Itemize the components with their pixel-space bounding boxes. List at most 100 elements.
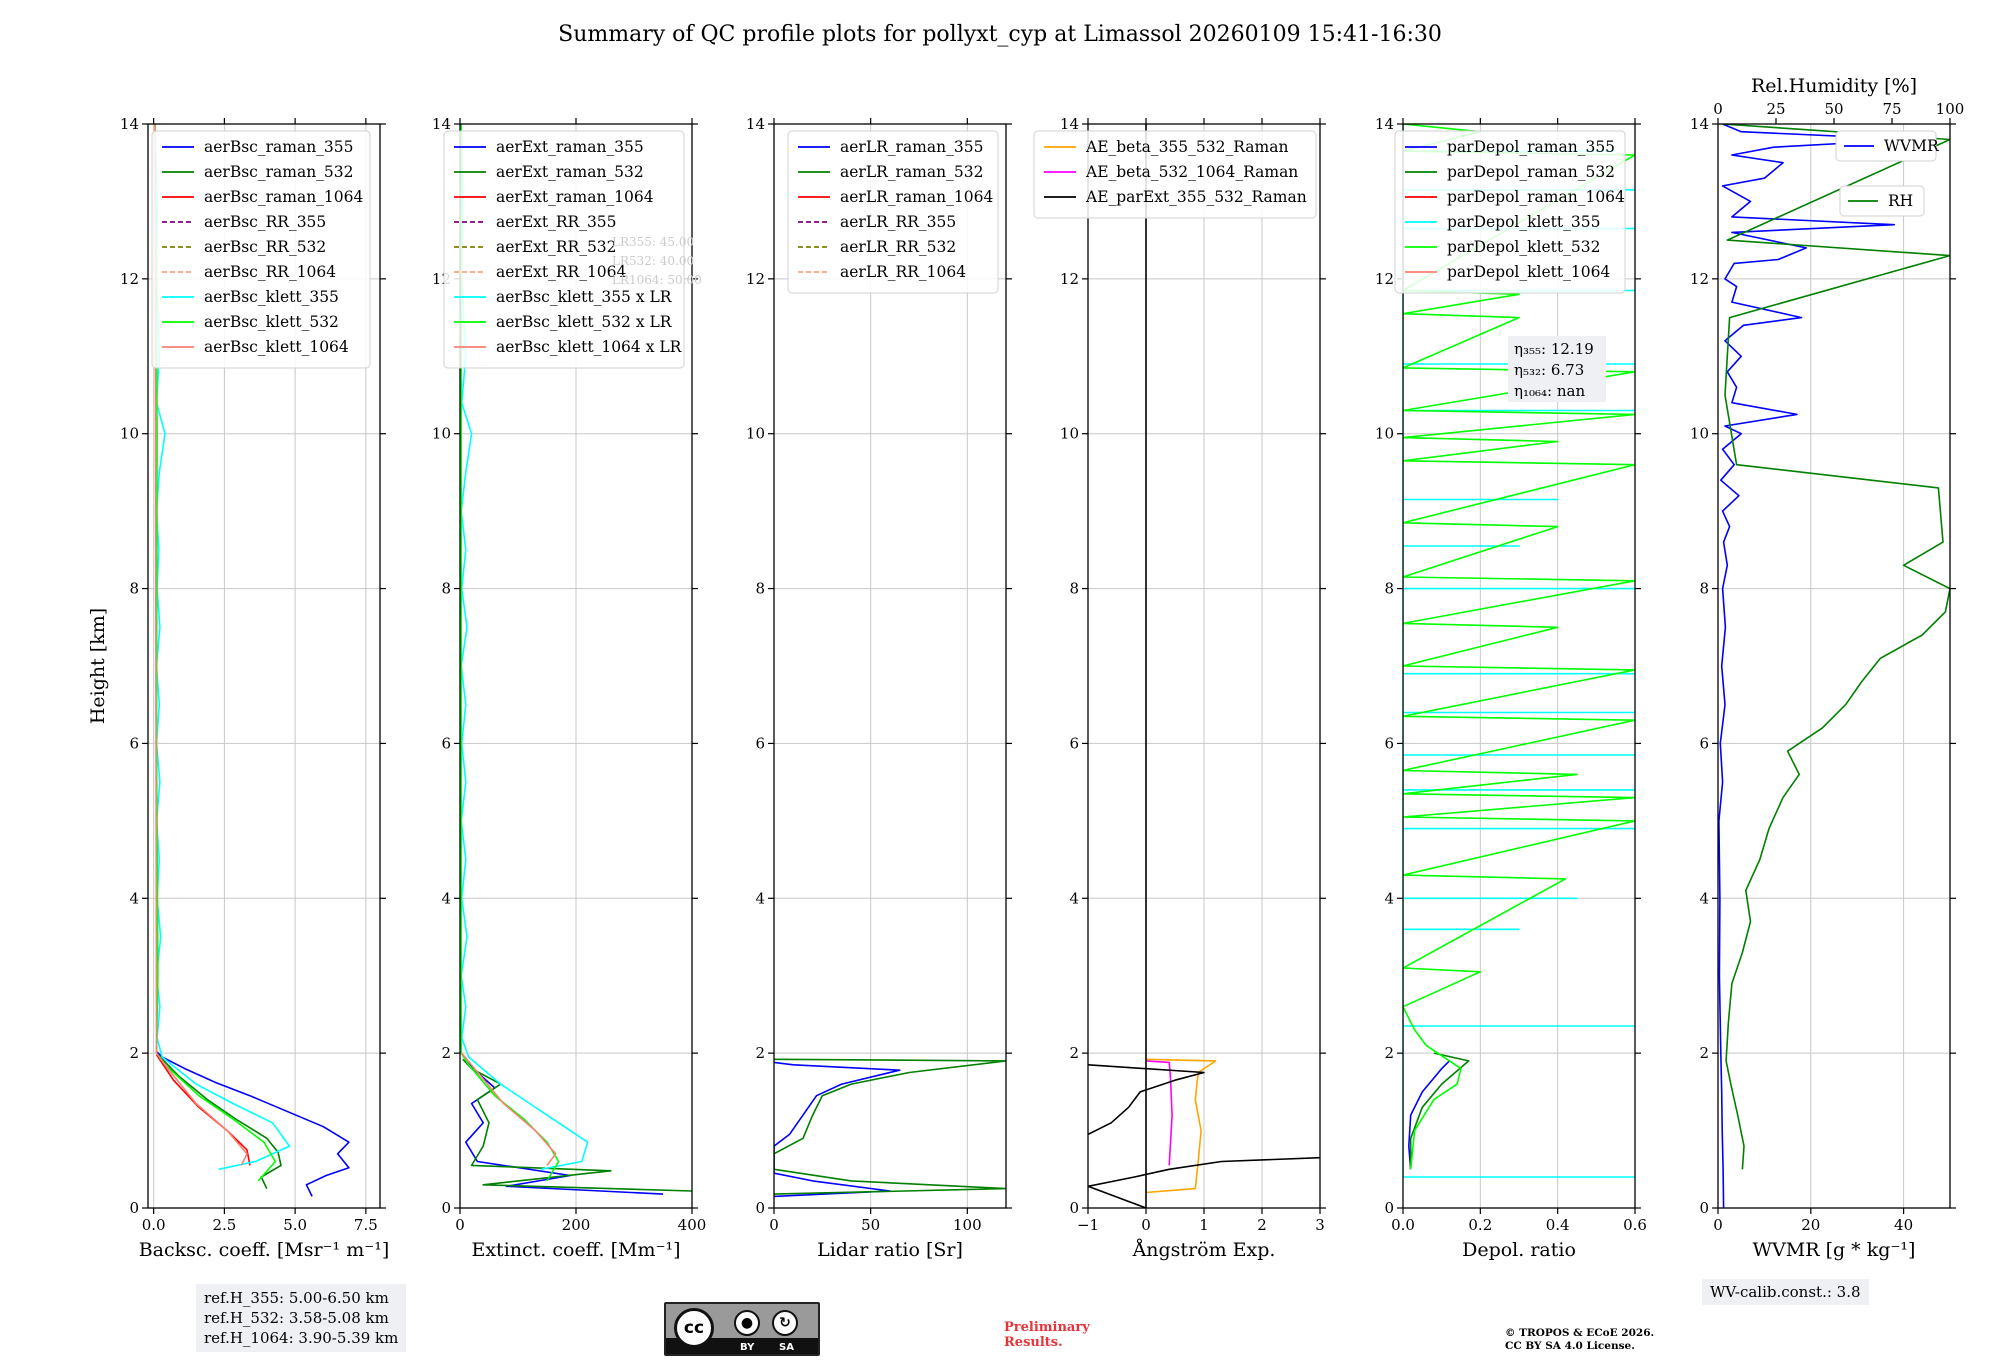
legend-label: aerBsc_RR_532 <box>204 238 326 256</box>
x-tick-label: 0 <box>1141 1216 1151 1234</box>
figure-title: Summary of QC profile plots for pollyxt_… <box>558 22 1442 47</box>
legend-box <box>151 130 371 369</box>
series-line-aerBsc_raman_355 <box>155 1051 350 1197</box>
y-tick-label: 14 <box>432 115 451 133</box>
series-line-aerLR_raman_355 <box>774 1061 901 1198</box>
x-tick-label: 0.4 <box>1546 1216 1570 1234</box>
legend-label: aerBsc_RR_1064 <box>204 263 336 281</box>
legend-label: aerExt_raman_532 <box>496 163 644 181</box>
y-tick-label: 6 <box>1699 734 1709 752</box>
y-tick-label: 6 <box>1069 734 1079 752</box>
x-tick-label: 0.6 <box>1623 1216 1647 1234</box>
series-line-aerBsc_klett_355 x LR <box>460 124 589 1171</box>
legend-label: AE_beta_355_532_Raman <box>1085 138 1288 156</box>
legend: AE_beta_355_532_Raman AE_beta_532_1064_Ra… <box>1033 130 1317 219</box>
legend-label: aerBsc_klett_355 x LR <box>496 288 673 306</box>
x-tick-label: 0.0 <box>142 1216 166 1234</box>
y-tick-label: 8 <box>1069 580 1079 598</box>
x-axis-label: Extinct. coeff. [Mm⁻¹] <box>471 1239 680 1261</box>
y-tick-label: 2 <box>755 1044 765 1062</box>
wv-calibration-box: WV-calib.const.: 3.8 <box>1702 1279 1869 1305</box>
series-line-aerExt_raman_532 <box>462 1058 692 1192</box>
series-line-AE_beta_355_532_Raman <box>1145 1058 1217 1194</box>
badge-by-label: BY <box>740 1342 755 1353</box>
x-tick-label: 2 <box>1257 1216 1267 1234</box>
legend: parDepol_raman_355 parDepol_raman_532 parD… <box>1394 130 1626 294</box>
x-tick-label: 0 <box>1713 1216 1723 1234</box>
legend-label: parDepol_klett_532 <box>1447 238 1600 256</box>
series-line-AE_parExt_355_532_Raman <box>1088 124 1320 1208</box>
series-group <box>774 1058 1006 1198</box>
y-tick-label: 10 <box>746 425 765 443</box>
series-group <box>460 124 692 1195</box>
series-line-AE_beta_532_1064_Raman <box>1145 1060 1173 1166</box>
legend-label: aerLR_raman_355 <box>840 138 983 156</box>
legend-label: aerExt_RR_1064 <box>496 263 627 281</box>
y-tick-label: 8 <box>129 580 139 598</box>
copyright-note: © TROPOS & ECoE 2026. CC BY SA 4.0 Licen… <box>1505 1327 1655 1352</box>
x-tick-label: −1 <box>1077 1216 1099 1234</box>
x-axis-label: Depol. ratio <box>1462 1239 1576 1261</box>
series-line-parDepol_klett_532_spikes <box>1403 124 1635 1031</box>
top-x-tick-label: 50 <box>1824 100 1843 118</box>
y-tick-label: 12 <box>120 270 139 288</box>
y-tick-label: 2 <box>1069 1044 1079 1062</box>
y-tick-label: 2 <box>1384 1044 1394 1062</box>
y-tick-label: 10 <box>1690 425 1709 443</box>
lidar-ratio-faint-label: LR532: 40.00 <box>612 254 694 268</box>
ref-height-1064: ref.H_1064: 3.90-5.39 km <box>204 1329 399 1347</box>
legend-label: aerLR_RR_1064 <box>840 263 966 281</box>
series-line-aerBsc_klett_355 <box>154 124 291 1171</box>
legend-label: aerExt_raman_1064 <box>496 188 654 206</box>
eta-label: η₁₀₆₄: nan <box>1514 382 1585 400</box>
y-tick-label: 14 <box>1375 115 1394 133</box>
series-group <box>1088 124 1320 1208</box>
legend-label: aerBsc_klett_1064 <box>204 338 349 356</box>
legend-label: aerBsc_klett_1064 x LR <box>496 338 683 356</box>
x-tick-label: 100 <box>953 1216 982 1234</box>
x-tick-label: 5.0 <box>283 1216 307 1234</box>
y-tick-label: 8 <box>441 580 451 598</box>
x-tick-label: 0 <box>769 1216 779 1234</box>
panel-1: 0.0 2.5 5.0 7.5 0 2 4 6 8 10 12 14 Backsc. coeff. [M… <box>120 115 389 1261</box>
cc-by-sa-badge: cc ● ↻ BY SA <box>664 1302 820 1356</box>
legend-label: aerExt_raman_355 <box>496 138 644 156</box>
legend-box <box>787 130 999 294</box>
series-line-parDepol_raman_355 <box>1408 1060 1450 1170</box>
x-tick-label: 20 <box>1801 1216 1820 1234</box>
y-tick-label: 0 <box>129 1199 139 1217</box>
legend-label: aerBsc_raman_1064 <box>204 188 364 206</box>
y-tick-label: 0 <box>1069 1199 1079 1217</box>
y-tick-label: 14 <box>1690 115 1709 133</box>
y-tick-label: 0 <box>755 1199 765 1217</box>
series-line-parDepol_klett_532 <box>1409 1029 1462 1170</box>
badge-sa-label: SA <box>779 1342 794 1353</box>
y-tick-label: 4 <box>755 889 765 907</box>
series-line-RH <box>1722 124 1950 1170</box>
legend: aerExt_raman_355 aerExt_raman_532 aerExt_r… <box>443 130 685 369</box>
series-line-parDepol_raman_532 <box>1409 1052 1470 1170</box>
x-tick-label: 400 <box>678 1216 707 1234</box>
y-tick-label: 2 <box>1699 1044 1709 1062</box>
series-line-AE_parExt_355_532_Raman_upper <box>1088 1064 1205 1136</box>
y-tick-label: 2 <box>129 1044 139 1062</box>
legend-box <box>1835 130 1937 162</box>
top-x-tick-label: 100 <box>1936 100 1965 118</box>
y-tick-label: 8 <box>1699 580 1709 598</box>
legend-label: parDepol_klett_1064 <box>1447 263 1610 281</box>
y-tick-label: 4 <box>129 889 139 907</box>
panel-5: 0.0 0.2 0.4 0.6 0 2 4 6 8 10 12 14 Depol. ratio parDe… <box>1375 115 1647 1261</box>
y-tick-label: 14 <box>120 115 139 133</box>
y-tick-label: 12 <box>1060 270 1079 288</box>
legend-label: aerLR_RR_355 <box>840 213 956 231</box>
x-axis-label: Ångström Exp. <box>1132 1239 1276 1261</box>
legend-label: aerLR_raman_1064 <box>840 188 993 206</box>
y-tick-label: 8 <box>755 580 765 598</box>
y-tick-label: 6 <box>129 734 139 752</box>
y-tick-label: 12 <box>1690 270 1709 288</box>
y-tick-label: 10 <box>1375 425 1394 443</box>
panel-3: 0 50 100 0 2 4 6 8 10 12 14 Lidar ratio [Sr] aerLR_r… <box>746 115 1012 1261</box>
y-tick-label: 4 <box>1384 889 1394 907</box>
y-tick-label: 2 <box>441 1044 451 1062</box>
